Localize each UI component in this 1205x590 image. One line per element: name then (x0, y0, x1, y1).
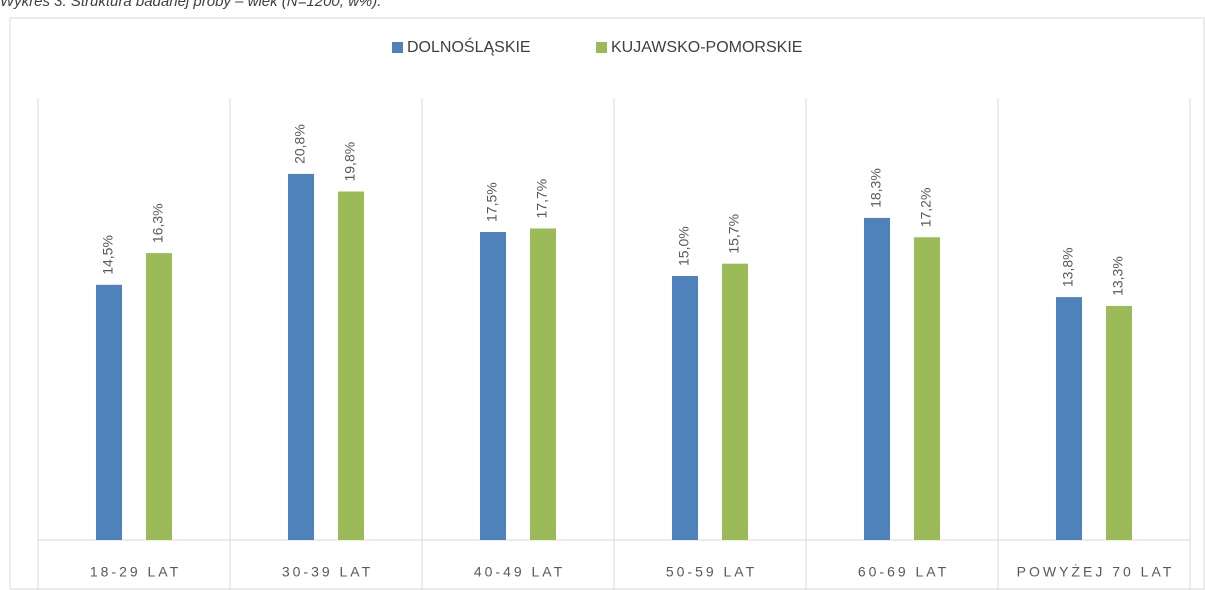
bar (722, 263, 748, 540)
x-tick-label: 30-39 LAT (282, 564, 373, 580)
bar (672, 276, 698, 540)
bar (1106, 305, 1132, 540)
data-label: 13,8% (1060, 247, 1076, 287)
data-label: 19,8% (342, 142, 358, 182)
x-tick-label: 50-59 LAT (666, 564, 757, 580)
bar (864, 217, 890, 541)
legend-label: DOLNOŚLĄSKIE (407, 37, 531, 56)
bar (530, 228, 556, 541)
x-tick-label: 18-29 LAT (90, 564, 181, 580)
data-label: 13,3% (1110, 256, 1126, 296)
bar (288, 173, 314, 541)
chart-title: Wykres 3. Struktura badanej próby – wiek… (0, 0, 381, 10)
chart-border (9, 17, 1205, 590)
legend-label: KUJAWSKO-POMORSKIE (611, 39, 802, 56)
x-tick-label: 40-49 LAT (474, 564, 565, 580)
bar (1056, 297, 1082, 540)
legend-swatch (392, 42, 403, 53)
bar (338, 191, 364, 540)
data-label: 17,5% (484, 182, 500, 222)
bar (914, 237, 940, 540)
bar (146, 253, 172, 540)
legend-swatch (596, 42, 607, 53)
bar (480, 232, 506, 540)
data-label: 17,7% (534, 179, 550, 219)
bar (96, 284, 122, 540)
data-label: 14,5% (100, 235, 116, 275)
x-tick-label: POWYŻEJ 70 LAT (1017, 563, 1175, 580)
x-tick-label: 60-69 LAT (858, 564, 949, 580)
data-label: 15,7% (726, 214, 742, 254)
data-label: 16,3% (150, 203, 166, 243)
data-label: 20,8% (292, 124, 308, 164)
data-label: 18,3% (868, 168, 884, 208)
data-label: 17,2% (918, 188, 934, 228)
data-label: 15,0% (676, 226, 692, 266)
